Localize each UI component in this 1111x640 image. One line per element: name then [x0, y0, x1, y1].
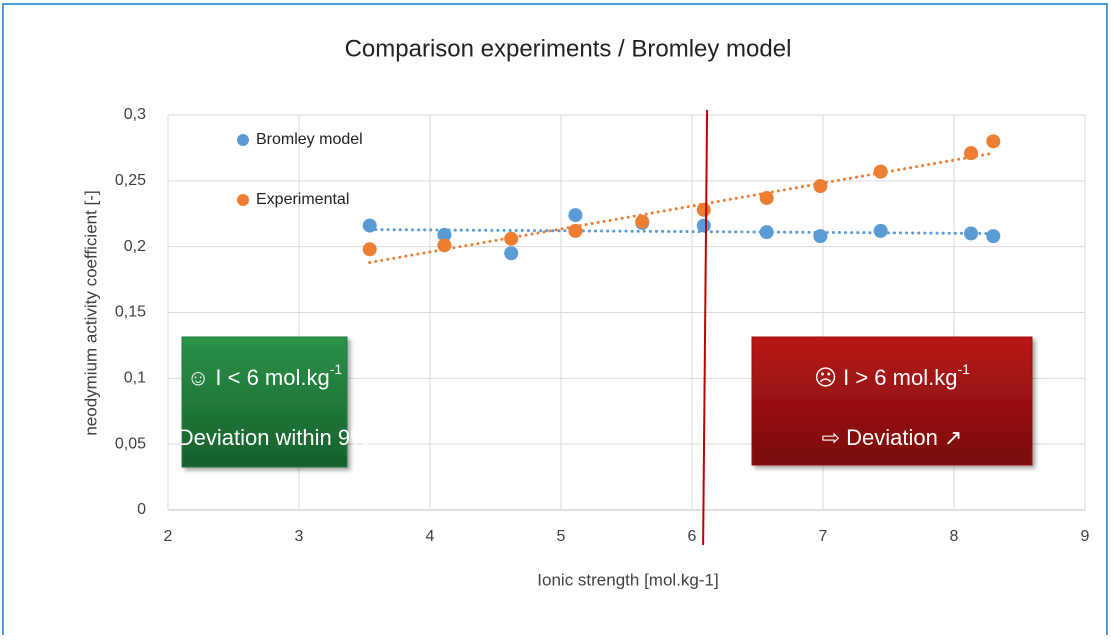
data-point	[759, 190, 774, 205]
y-tick-label: 0,05	[115, 435, 146, 452]
data-point	[568, 223, 583, 238]
legend-label: Experimental	[256, 191, 349, 208]
annotation-box: ☹ I > 6 mol.kg-1 ⇨ Deviation ↗	[751, 336, 1033, 466]
y-tick-label: 0,15	[115, 304, 146, 321]
x-tick-label: 3	[295, 528, 304, 545]
y-tick-label: 0,3	[124, 106, 146, 123]
data-point	[986, 229, 1001, 244]
x-axis-label: Ionic strength [mol.kg-1]	[537, 570, 718, 589]
x-tick-label: 9	[1081, 528, 1090, 545]
data-point	[635, 214, 650, 229]
chart-title: Comparison experiments / Bromley model	[345, 35, 792, 62]
data-point	[568, 208, 583, 223]
annotation-superscript: -1	[330, 361, 343, 377]
y-tick-label: 0,1	[124, 370, 146, 387]
annotation-text: ☺ I < 6 mol.kg	[187, 365, 330, 390]
data-point	[873, 164, 888, 179]
legend-label: Bromley model	[256, 131, 363, 148]
x-tick-label: 5	[557, 528, 566, 545]
annotation-line2: ⇨ Deviation ↗	[822, 425, 963, 450]
data-point	[759, 225, 774, 240]
trendline	[368, 151, 995, 264]
data-point	[504, 231, 519, 246]
trendline	[368, 228, 995, 235]
x-tick-label: 6	[688, 528, 697, 545]
data-point	[504, 246, 519, 261]
y-axis-label: neodymium activity coefficient [-]	[81, 190, 100, 435]
annotation-superscript: -1	[957, 361, 970, 377]
annotation-background	[181, 336, 348, 468]
x-tick-label: 8	[950, 528, 959, 545]
x-tick-label: 7	[819, 528, 828, 545]
legend-marker	[237, 194, 249, 206]
y-tick-label: 0,2	[124, 238, 146, 255]
data-point	[696, 202, 711, 217]
data-point	[437, 238, 452, 253]
annotation-line1: ☹ I > 6 mol.kg-1	[814, 361, 970, 390]
data-point	[986, 134, 1001, 149]
y-tick-label: 0	[137, 501, 146, 518]
data-point	[362, 218, 377, 233]
x-tick-label: 4	[426, 528, 435, 545]
legend-marker	[237, 134, 249, 146]
data-point	[964, 226, 979, 241]
data-point	[813, 229, 828, 244]
x-tick-label: 2	[164, 528, 173, 545]
annotation-text: ☹ I > 6 mol.kg	[814, 365, 957, 390]
y-tick-label: 0,25	[115, 172, 146, 189]
annotation-background	[751, 336, 1033, 466]
data-point	[437, 227, 452, 242]
data-point	[813, 179, 828, 194]
annotation-line2: ⇨Deviation within 9%	[159, 425, 369, 450]
annotation-box: ☺ I < 6 mol.kg-1 ⇨Deviation within 9%	[159, 336, 370, 468]
threshold-line	[702, 109, 709, 546]
data-point	[362, 242, 377, 257]
annotation-line1: ☺ I < 6 mol.kg-1	[187, 361, 343, 390]
data-point	[964, 146, 979, 161]
frame	[2, 3, 1108, 640]
data-point	[873, 223, 888, 238]
data-point	[696, 218, 711, 233]
